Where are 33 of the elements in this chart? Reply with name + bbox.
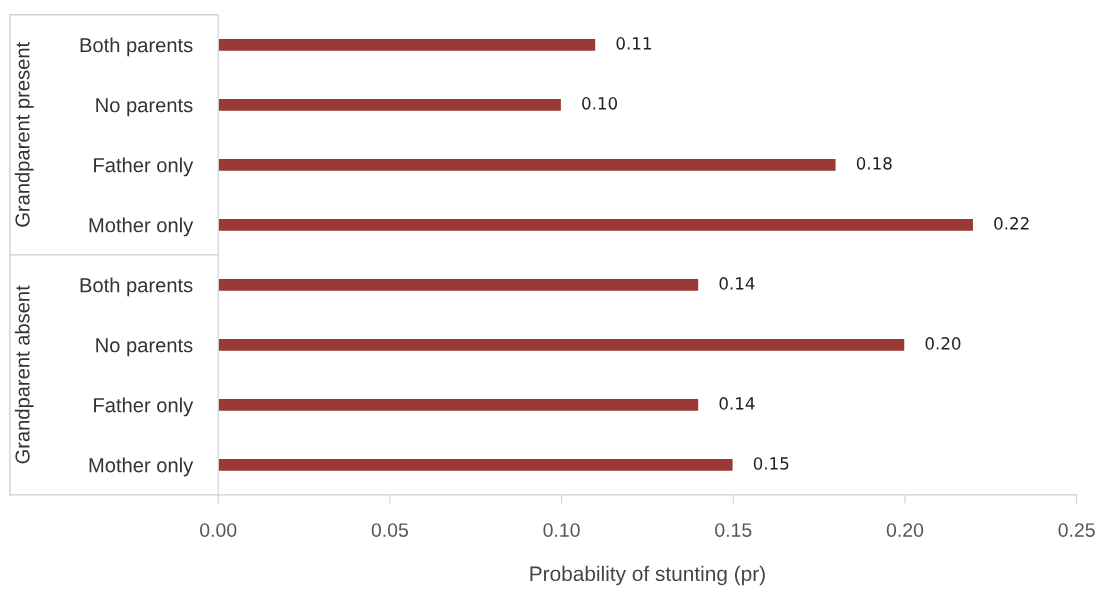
x-tick-label: 0.10 [543,523,580,537]
x-axis-title: Probability of stunting (pr) [530,565,765,586]
bar [218,457,734,473]
data-label: 0.10 [582,97,618,110]
y-tick-label: No parents [96,98,193,117]
bar [218,397,700,413]
text: Grandparent present [14,42,34,227]
data-label: 0.14 [719,397,755,410]
bar [218,157,837,173]
bar [218,37,597,53]
x-tick-label: 0.05 [371,523,408,537]
data-label: 0.14 [719,277,755,290]
bar [218,337,906,353]
y-tick-label: Mother only [89,217,194,237]
y-tick-label: Both parents [80,277,193,297]
data-label: 0.22 [994,217,1029,230]
bar [218,97,563,113]
data-label: 0.20 [925,337,961,350]
text: Grandparent absent [14,285,34,464]
y-tick-label: No parents [96,338,193,357]
data-label: 0.11 [616,37,651,50]
data-label: 0.18 [856,157,892,170]
x-tick-label: 0.00 [200,523,237,537]
x-tick-label: 0.15 [715,523,752,537]
y-tick-label: Father only [94,397,194,417]
data-label: 0.15 [753,457,789,470]
y-tick-label: Both parents [80,37,193,57]
x-tick-label: 0.25 [1058,523,1095,537]
bar [218,217,975,233]
bar [218,277,700,293]
y-tick-label: Mother only [89,457,194,477]
x-tick-label: 0.20 [886,523,924,537]
y-tick-label: Father only [94,157,194,177]
